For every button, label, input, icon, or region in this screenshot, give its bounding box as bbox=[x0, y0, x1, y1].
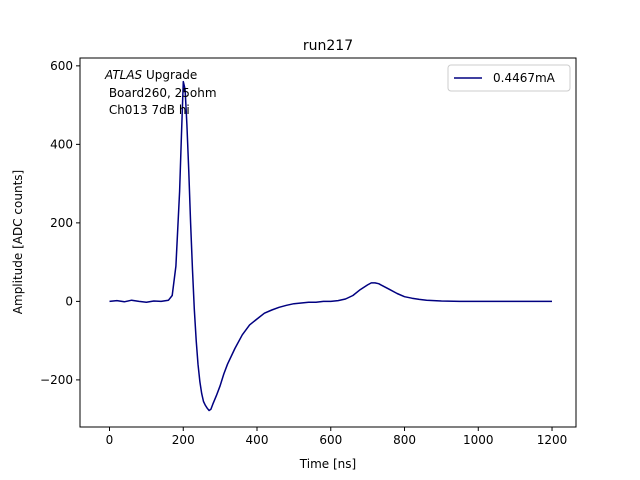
series-line-0 bbox=[109, 80, 552, 412]
x-tick-label: 200 bbox=[172, 433, 195, 447]
chart-title: run217 bbox=[303, 38, 353, 54]
y-tick-label: 200 bbox=[50, 216, 73, 230]
x-tick-label: 800 bbox=[393, 433, 416, 447]
plot-area bbox=[109, 80, 552, 412]
annotation-line-3: Ch013 7dB hi bbox=[105, 103, 190, 117]
y-axis: −200 0 200 400 600 bbox=[40, 59, 80, 387]
legend: 0.4467mA bbox=[447, 64, 571, 92]
x-tick-label: 400 bbox=[246, 433, 269, 447]
y-tick-label: −200 bbox=[40, 373, 73, 387]
annotation-block: ATLAS Upgrade Board260, 25ohm Ch013 7dB … bbox=[104, 68, 217, 117]
legend-box bbox=[447, 64, 571, 92]
x-axis-label: Time [ns] bbox=[299, 457, 356, 471]
x-tick-label: 1000 bbox=[463, 433, 494, 447]
y-axis-label: Amplitude [ADC counts] bbox=[11, 170, 25, 314]
x-tick-label: 0 bbox=[106, 433, 114, 447]
y-tick-label: 600 bbox=[50, 59, 73, 73]
x-tick-label: 600 bbox=[319, 433, 342, 447]
y-tick-label: 400 bbox=[50, 137, 73, 151]
annotation-line-2: Board260, 25ohm bbox=[105, 86, 217, 100]
y-tick-label: 0 bbox=[65, 294, 73, 308]
x-tick-label: 1200 bbox=[537, 433, 568, 447]
x-axis: 0 200 400 600 800 1000 1200 bbox=[106, 427, 568, 447]
annotation-upgrade: Upgrade bbox=[142, 68, 197, 82]
axes-frame bbox=[79, 57, 577, 428]
annotation-atlas: ATLAS bbox=[104, 68, 143, 82]
annotation-line-1: ATLAS Upgrade bbox=[104, 68, 197, 82]
legend-label: 0.4467mA bbox=[493, 71, 556, 85]
